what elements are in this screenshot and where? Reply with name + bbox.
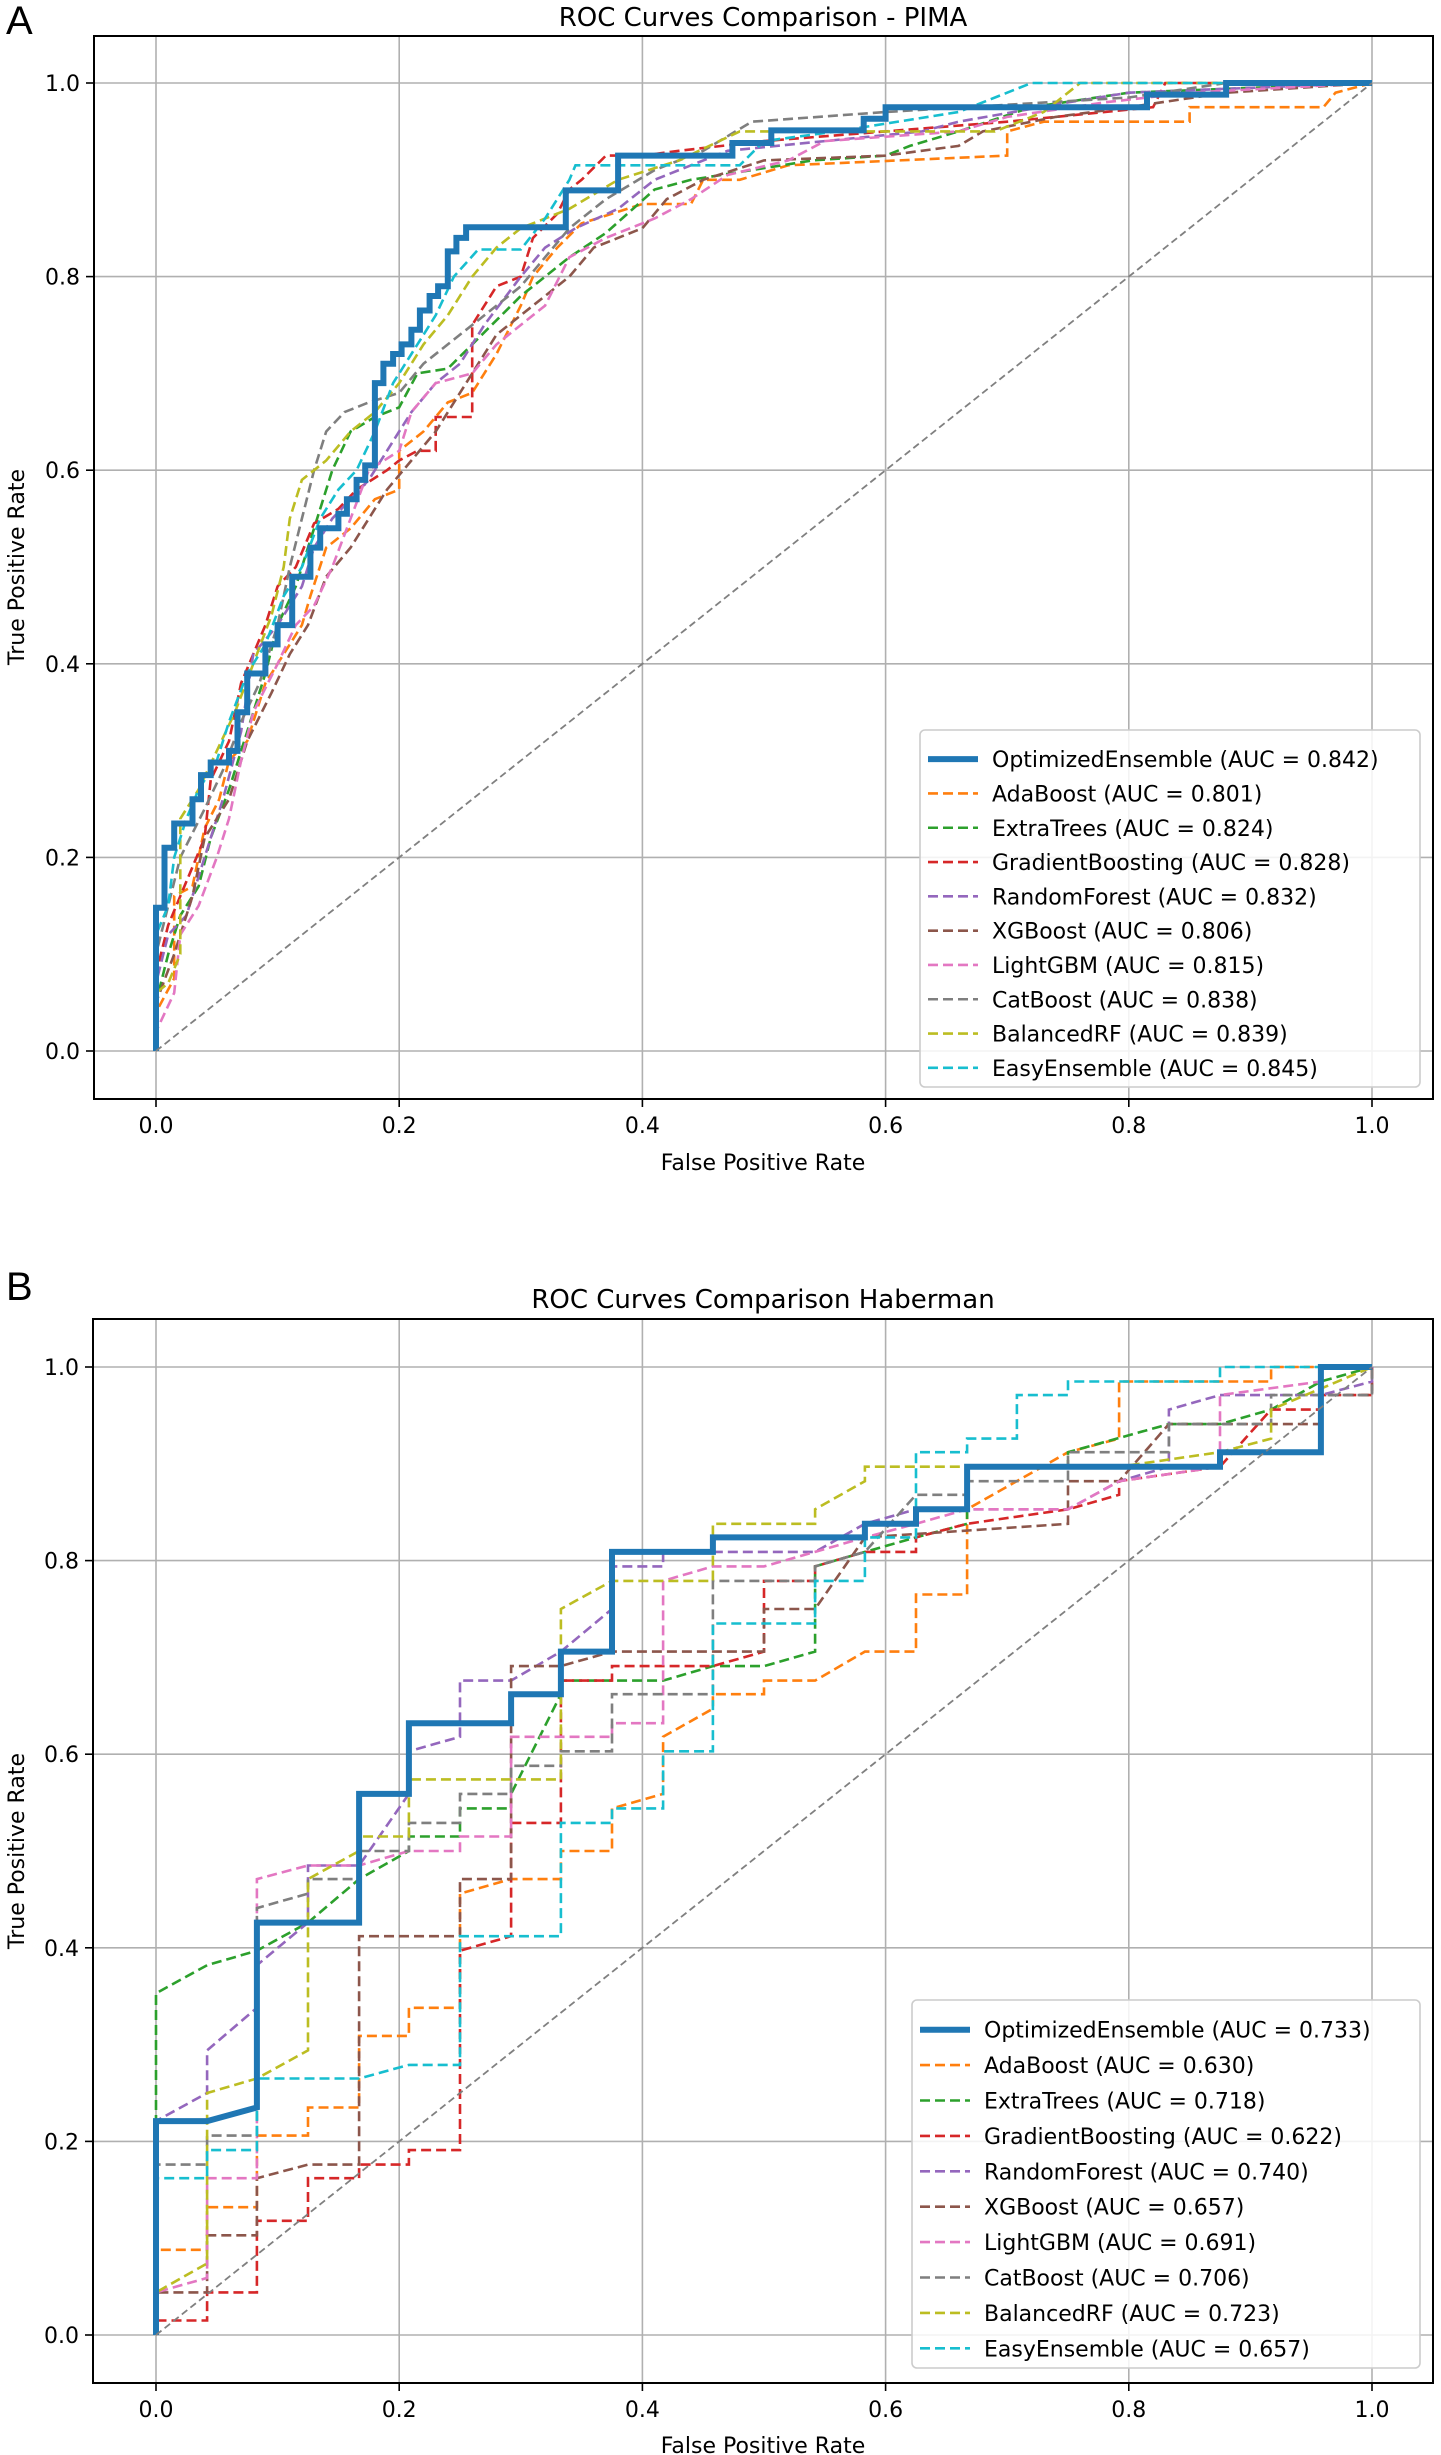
y-tick-label: 0.2 — [44, 2130, 79, 2155]
roc-curve-adaboost — [154, 81, 1373, 1051]
legend-box — [911, 1999, 1421, 2369]
chart-title-b: ROC Curves Comparison Haberman — [531, 1285, 994, 1315]
panel-a: A ROC Curves Comparison - PIMA 0.0 0.2 0.4… — [5, 0, 1434, 1176]
legend-b: OptimizedEnsemble (AUC = 0.733) AdaBoost … — [911, 1999, 1421, 2369]
curves-b — [153, 1364, 1374, 2336]
y-tick-label: 0.8 — [44, 1550, 79, 1575]
y-tick-label: 0.6 — [45, 459, 80, 484]
x-tick-label: 1.0 — [1355, 1114, 1390, 1139]
y-tick-label: 0.6 — [44, 1743, 79, 1768]
axes-frame-b — [92, 1318, 1434, 2384]
legend-entry-lightgbm: LightGBM (AUC = 0.815) — [992, 954, 1264, 979]
panel-b: B ROC Curves Comparison Haberman 0.0 0.2 0… — [5, 1265, 1434, 2455]
legend-entry-xgboost: XGBoost (AUC = 0.806) — [992, 920, 1252, 945]
y-tick-label: 1.0 — [44, 1356, 79, 1381]
legend-entry-adaboost: AdaBoost (AUC = 0.801) — [992, 782, 1262, 807]
legend-entry-balancedrf: BalancedRF (AUC = 0.723) — [984, 2302, 1280, 2327]
legend-entry-optimizedensemble: OptimizedEnsemble (AUC = 0.733) — [984, 2019, 1371, 2044]
y-tick-label: 0.2 — [45, 846, 80, 871]
legend-a: OptimizedEnsemble (AUC = 0.842) AdaBoost … — [919, 729, 1421, 1088]
axes-frame-a — [93, 35, 1434, 1100]
roc-curve-lightgbm — [154, 81, 1373, 1051]
roc-curve-easyensemble — [154, 1365, 1372, 2335]
x-tick-label: 0.8 — [1111, 2398, 1146, 2423]
x-axis-label-b: False Positive Rate — [661, 2434, 865, 2455]
legend-entry-gradientboosting: GradientBoosting (AUC = 0.622) — [984, 2125, 1342, 2150]
legend-entry-xgboost: XGBoost (AUC = 0.657) — [984, 2196, 1244, 2221]
x-tick-label: 1.0 — [1355, 2398, 1390, 2423]
y-ticks-b: 0.0 0.2 0.4 0.6 0.8 1.0 — [44, 1356, 93, 2349]
legend-entry-randomforest: RandomForest (AUC = 0.740) — [984, 2160, 1309, 2185]
roc-curve-xgboost — [154, 1367, 1374, 2335]
x-tick-label: 0.2 — [382, 2398, 417, 2423]
y-tick-label: 0.0 — [45, 1040, 80, 1065]
y-tick-label: 0.8 — [45, 266, 80, 291]
legend-entry-easyensemble: EasyEnsemble (AUC = 0.845) — [992, 1057, 1318, 1082]
roc-curve-optimizedensemble — [153, 80, 1372, 1051]
x-tick-label: 0.4 — [625, 2398, 660, 2423]
x-tick-label: 0.0 — [139, 1114, 174, 1139]
panel-letter-a: A — [6, 0, 33, 43]
y-ticks-a: 0.0 0.2 0.4 0.6 0.8 1.0 — [45, 72, 94, 1065]
x-tick-label: 0.6 — [868, 2398, 903, 2423]
x-tick-label: 0.4 — [625, 1114, 660, 1139]
panel-letter-b: B — [6, 1265, 33, 1309]
roc-curve-catboost — [154, 81, 1372, 1051]
legend-entry-adaboost: AdaBoost (AUC = 0.630) — [984, 2054, 1254, 2079]
roc-curve-extratrees — [154, 1365, 1373, 2335]
curves-a — [153, 80, 1373, 1052]
y-tick-label: 1.0 — [45, 72, 80, 97]
x-tick-label: 0.0 — [139, 2398, 174, 2423]
y-tick-label: 0.0 — [44, 2324, 79, 2349]
x-axis-label-a: False Positive Rate — [661, 1151, 865, 1176]
roc-curve-randomforest — [154, 1367, 1374, 2335]
legend-entry-extratrees: ExtraTrees (AUC = 0.824) — [992, 817, 1273, 842]
grid-b — [93, 1319, 1433, 2383]
roc-curve-optimizedensemble — [153, 1364, 1372, 2335]
legend-entry-easyensemble: EasyEnsemble (AUC = 0.657) — [984, 2337, 1310, 2362]
y-axis-label-b: True Positive Rate — [5, 1753, 30, 1950]
legend-entry-lightgbm: LightGBM (AUC = 0.691) — [984, 2231, 1256, 2256]
roc-curve-xgboost — [154, 81, 1373, 1051]
legend-entry-catboost: CatBoost (AUC = 0.838) — [992, 988, 1258, 1013]
x-tick-label: 0.8 — [1111, 1114, 1146, 1139]
roc-curve-lightgbm — [154, 1365, 1372, 2335]
y-tick-label: 0.4 — [44, 1937, 79, 1962]
grid-a — [94, 36, 1433, 1099]
roc-curve-gradientboosting — [154, 1367, 1374, 2335]
x-tick-label: 0.6 — [868, 1114, 903, 1139]
chart-title-a: ROC Curves Comparison - PIMA — [559, 3, 968, 33]
roc-curve-gradientboosting — [154, 81, 1372, 1051]
legend-entry-randomforest: RandomForest (AUC = 0.832) — [992, 885, 1317, 910]
legend-entry-gradientboosting: GradientBoosting (AUC = 0.828) — [992, 851, 1350, 876]
chance-diagonal-line — [155, 1366, 1373, 2336]
chance-diagonal-line — [155, 82, 1373, 1052]
legend-entry-extratrees: ExtraTrees (AUC = 0.718) — [984, 2090, 1265, 2115]
x-ticks-b: 0.0 0.2 0.4 0.6 0.8 1.0 — [139, 2383, 1390, 2423]
y-tick-label: 0.4 — [45, 653, 80, 678]
y-axis-label-a: True Positive Rate — [5, 469, 30, 666]
legend-entry-optimizedensemble: OptimizedEnsemble (AUC = 0.842) — [992, 748, 1379, 773]
legend-entry-balancedrf: BalancedRF (AUC = 0.839) — [992, 1023, 1288, 1048]
x-tick-label: 0.2 — [382, 1114, 417, 1139]
legend-entry-catboost: CatBoost (AUC = 0.706) — [984, 2267, 1250, 2292]
x-ticks-a: 0.0 0.2 0.4 0.6 0.8 1.0 — [139, 1099, 1390, 1139]
roc-curve-catboost — [154, 1367, 1374, 2335]
legend-box — [919, 729, 1421, 1088]
